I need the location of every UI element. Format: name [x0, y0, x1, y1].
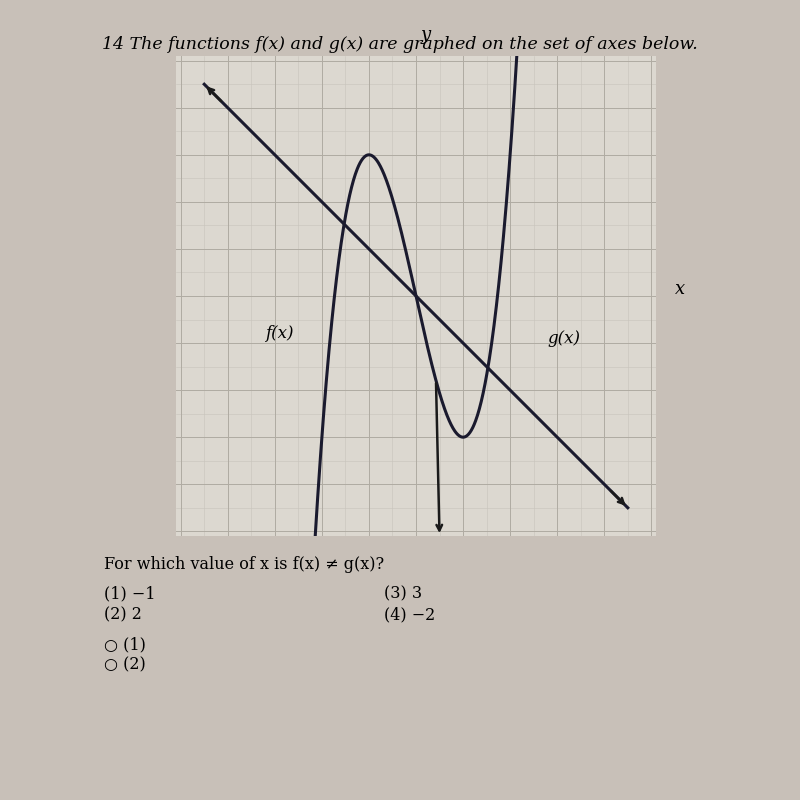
Text: ○ (1): ○ (1) [104, 636, 146, 653]
Text: g(x): g(x) [548, 330, 581, 347]
Text: (4) −2: (4) −2 [384, 606, 435, 623]
Text: For which value of x is f(x) ≠ g(x)?: For which value of x is f(x) ≠ g(x)? [104, 556, 384, 573]
Text: 14 The functions f(x) and g(x) are graphed on the set of axes below.: 14 The functions f(x) and g(x) are graph… [102, 36, 698, 53]
Text: ○ (2): ○ (2) [104, 656, 146, 673]
Text: f(x): f(x) [266, 326, 294, 342]
Text: (1) −1: (1) −1 [104, 586, 155, 602]
Text: y: y [420, 26, 430, 44]
Text: (3) 3: (3) 3 [384, 586, 422, 602]
Text: x: x [674, 280, 685, 298]
Text: (2) 2: (2) 2 [104, 606, 142, 623]
